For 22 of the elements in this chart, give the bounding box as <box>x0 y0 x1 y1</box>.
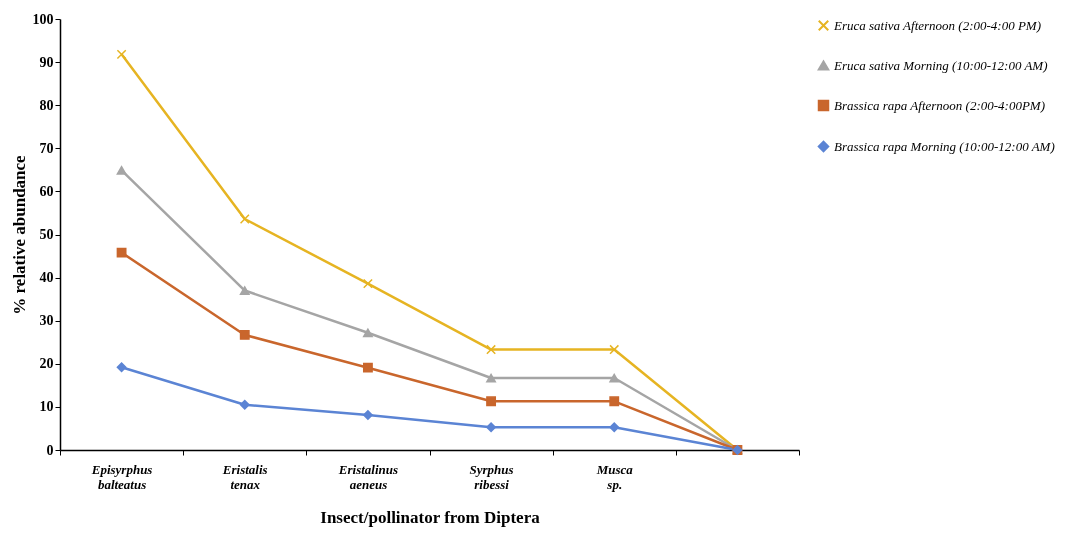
legend-label: Eruca sativa Afternoon (2:00-4:00 PM) <box>833 17 1041 33</box>
x-tick-label: Eristalinus aeneus <box>337 461 399 492</box>
y-tick-label: 50 <box>39 227 54 242</box>
y-tick-label: 0 <box>46 442 54 458</box>
legend-label: Brassica rapa Morning (10:00-12:00 AM) <box>834 138 1055 154</box>
legend-label: Eruca sativa Morning (10:00-12:00 AM) <box>833 57 1048 73</box>
y-tick-label: 40 <box>39 270 54 286</box>
y-tick-label: 60 <box>39 183 54 199</box>
x-tick-label: Episyrphus balteatus <box>90 461 153 492</box>
y-tick-label: 80 <box>39 97 54 113</box>
x-tick-label: Musca sp. <box>595 461 634 492</box>
x-tick-label: Eristalis tenax <box>221 461 268 492</box>
y-tick-label: 30 <box>39 313 54 329</box>
y-axis-title: % relative abundance <box>9 154 29 315</box>
x-axis-title: Insect/pollinator from Diptera <box>320 507 541 527</box>
x-tick-label: Syrphus ribessi <box>469 461 514 492</box>
y-tick-label: 90 <box>39 54 54 70</box>
y-tick-label: 10 <box>39 399 54 415</box>
y-tick-label: 20 <box>39 356 54 372</box>
legend-label: Brassica rapa Afternoon (2:00-4:00PM) <box>834 97 1045 113</box>
y-tick-label: 100 <box>32 11 54 27</box>
y-tick-label: 70 <box>39 140 54 156</box>
